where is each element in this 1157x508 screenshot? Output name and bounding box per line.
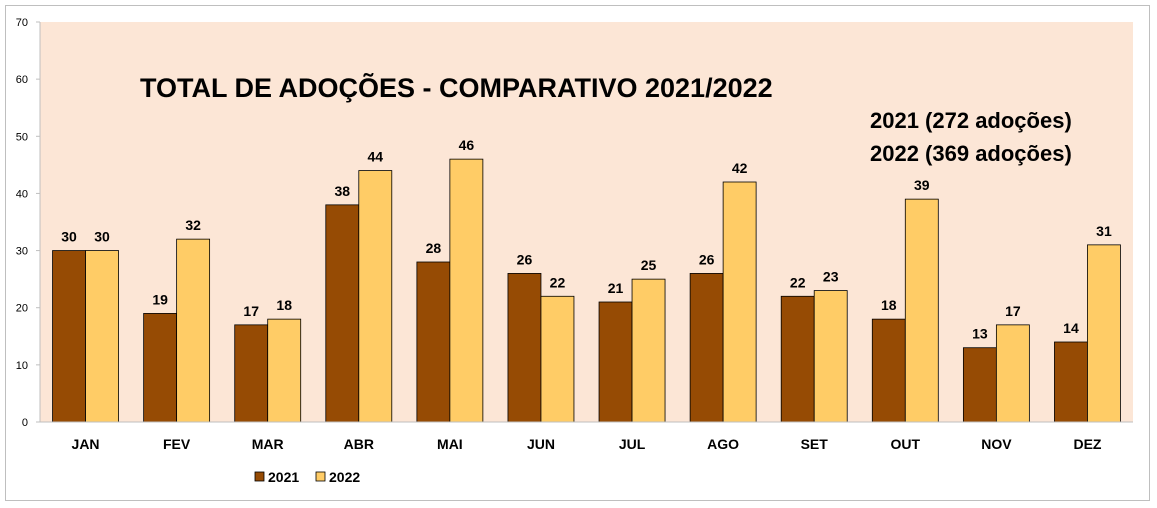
bar-2021: [325, 204, 360, 423]
data-label: 31: [1096, 223, 1112, 239]
legend: 2021 2022: [254, 469, 360, 485]
bar-2022: [631, 278, 666, 423]
data-label: 18: [276, 297, 292, 313]
bars: [52, 158, 1121, 423]
data-label: 17: [243, 303, 259, 319]
y-tick-label: 30: [16, 246, 28, 258]
bar-2022: [813, 290, 848, 423]
bar-2021: [598, 301, 633, 423]
x-tick-label: MAI: [437, 436, 463, 452]
bar-2022: [85, 250, 119, 423]
legend-swatch-2021: [254, 471, 265, 482]
data-labels: 30 30 19 32 17 18 38 44 28 46 26 22 21 25 26 42 22 23 18 39…: [61, 137, 1112, 342]
x-tick-label: ABR: [344, 436, 374, 452]
bar-2022: [722, 181, 757, 423]
data-label: 23: [823, 269, 839, 285]
x-tick-label: JUL: [619, 436, 646, 452]
legend-label-2021: 2021: [268, 469, 299, 485]
x-tick-label: SET: [801, 436, 829, 452]
data-label: 46: [459, 137, 475, 153]
data-label: 26: [517, 251, 533, 267]
data-label: 22: [790, 274, 806, 290]
x-tick-label: OUT: [891, 436, 921, 452]
data-label: 21: [608, 280, 624, 296]
data-label: 28: [426, 240, 442, 256]
data-label: 26: [699, 251, 715, 267]
data-label: 44: [368, 149, 384, 165]
bar-2022: [358, 170, 393, 423]
bar-2022: [904, 198, 939, 423]
bar-2022: [1087, 244, 1121, 423]
x-axis: JAN FEV MAR ABR MAI JUN JUL AGO SET OUT NOV DEZ: [40, 421, 1133, 452]
bar-2021: [416, 261, 451, 423]
bar-2021: [507, 273, 542, 423]
y-tick-label: 60: [16, 74, 28, 86]
y-tick-label: 20: [16, 303, 28, 315]
bar-2021: [689, 273, 724, 423]
annotation-2022-total: 2022 (369 adoções): [870, 141, 1072, 166]
y-tick-label: 70: [16, 17, 28, 29]
x-tick-label: JAN: [72, 436, 100, 452]
x-tick-label: MAR: [252, 436, 284, 452]
legend-swatch-2022: [315, 471, 326, 482]
bar-2021: [52, 250, 86, 423]
bar-2021: [871, 318, 906, 423]
annotation-2021-total: 2021 (272 adoções): [870, 108, 1072, 133]
data-label: 17: [1005, 303, 1021, 319]
bar-2022: [449, 158, 484, 423]
data-label: 25: [641, 257, 657, 273]
chart-title: TOTAL DE ADOÇÕES - COMPARATIVO 2021/2022: [140, 72, 773, 103]
bar-2021: [1054, 341, 1088, 423]
bar-2022: [267, 318, 302, 423]
x-tick-label: NOV: [981, 436, 1012, 452]
legend-label-2022: 2022: [329, 469, 360, 485]
y-tick-label: 10: [16, 360, 28, 372]
data-label: 30: [94, 229, 110, 245]
x-tick-label: AGO: [707, 436, 739, 452]
x-tick-label: FEV: [163, 436, 191, 452]
bar-2021: [234, 324, 269, 423]
data-label: 13: [972, 326, 988, 342]
x-tick-label: JUN: [527, 436, 555, 452]
data-label: 42: [732, 160, 748, 176]
data-label: 18: [881, 297, 897, 313]
y-tick-label: 0: [22, 417, 28, 429]
y-tick-label: 40: [16, 188, 28, 200]
data-label: 32: [185, 217, 201, 233]
data-label: 19: [152, 291, 168, 307]
data-label: 38: [335, 183, 351, 199]
bar-2022: [995, 324, 1030, 423]
data-label: 14: [1063, 320, 1079, 336]
bar-2022: [540, 295, 575, 423]
bar-2021: [143, 313, 178, 423]
bar-2021: [962, 347, 997, 423]
data-label: 39: [914, 177, 930, 193]
data-label: 30: [61, 229, 77, 245]
plot-area: [40, 22, 1133, 422]
x-tick-label: DEZ: [1073, 436, 1101, 452]
y-axis: 0 10 20 30 40 50 60 70: [16, 17, 41, 429]
bar-2021: [780, 295, 815, 423]
bar-2022: [176, 238, 211, 423]
y-tick-label: 50: [16, 131, 28, 143]
data-label: 22: [550, 274, 566, 290]
